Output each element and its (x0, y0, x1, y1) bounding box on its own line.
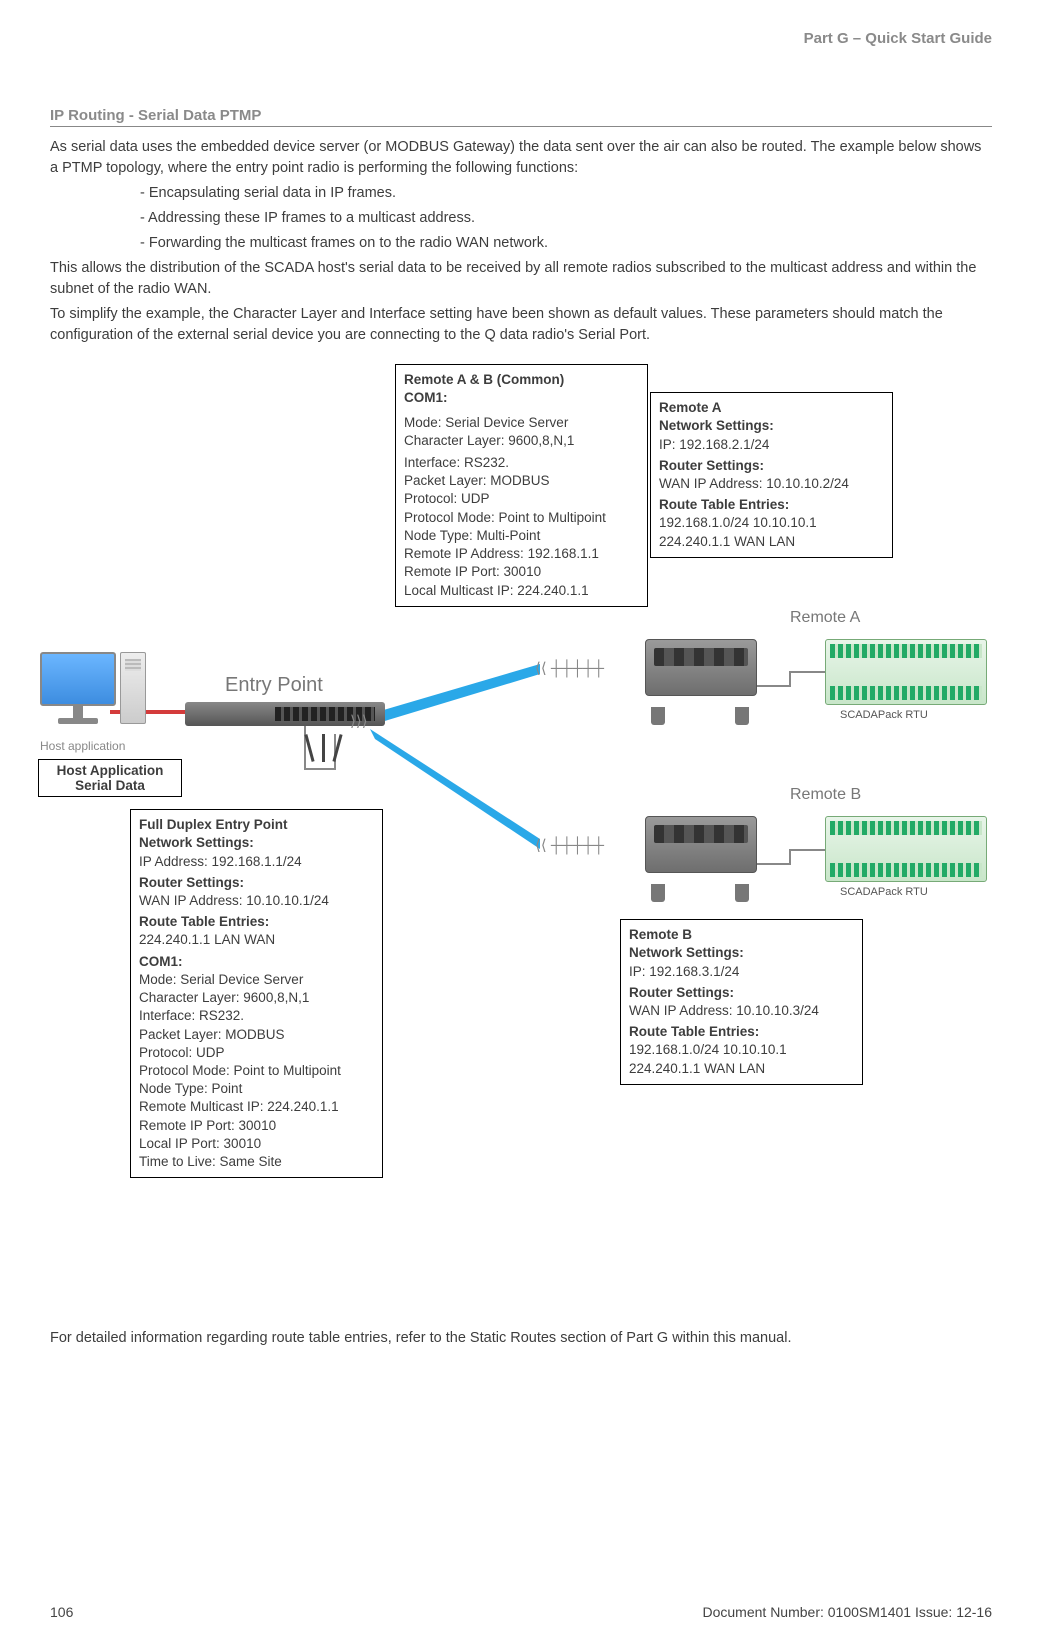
remote-b-radio-icon (645, 816, 755, 888)
common-l3: Interface: RS232. (404, 455, 509, 470)
scada-label-a: SCADAPack RTU (840, 709, 928, 721)
remoteB-ns: Network Settings: (629, 945, 744, 960)
common-com1: COM1: (404, 390, 448, 405)
remoteA-ns: Network Settings: (659, 418, 774, 433)
entry-l3: Interface: RS232. (139, 1008, 244, 1023)
remote-b-label: Remote B (790, 786, 861, 804)
remoteB-rte: Route Table Entries: (629, 1024, 759, 1039)
remoteB-r2: 224.240.1.1 WAN LAN (629, 1061, 765, 1076)
entry-point-label: Entry Point (225, 674, 323, 697)
section-title: IP Routing - Serial Data PTMP (50, 107, 992, 127)
paragraph-intro: As serial data uses the embedded device … (50, 137, 992, 179)
entry-ip: IP Address: 192.168.1.1/24 (139, 854, 302, 869)
entry-l11: Time to Live: Same Site (139, 1154, 282, 1169)
remoteA-rs: Router Settings: (659, 458, 764, 473)
host-monitor-icon (40, 652, 116, 724)
entry-ns: Network Settings: (139, 835, 254, 850)
host-label-1: Host Application (57, 763, 164, 778)
common-l7: Node Type: Multi-Point (404, 528, 540, 543)
entry-title: Full Duplex Entry Point (139, 817, 288, 832)
footer: 106 Document Number: 0100SM1401 Issue: 1… (50, 1604, 992, 1620)
bullet-1: - Encapsulating serial data in IP frames… (140, 183, 992, 204)
remoteB-wan: WAN IP Address: 10.10.10.3/24 (629, 1003, 819, 1018)
remoteA-ip: IP: 192.168.2.1/24 (659, 437, 769, 452)
entry-l8: Remote Multicast IP: 224.240.1.1 (139, 1099, 339, 1114)
bullet-2: - Addressing these IP frames to a multic… (140, 208, 992, 229)
box-remote-b: Remote B Network Settings: IP: 192.168.3… (620, 919, 863, 1085)
host-label-2: Serial Data (75, 778, 145, 793)
common-title: Remote A & B (Common) (404, 372, 564, 387)
remoteA-r1: 192.168.1.0/24 10.10.10.1 (659, 515, 817, 530)
closing-paragraph: For detailed information regarding route… (50, 1328, 992, 1349)
remoteA-title: Remote A (659, 400, 722, 415)
doc-number: Document Number: 0100SM1401 Issue: 12-16 (703, 1604, 993, 1620)
wave-icon: ⟩⟩⟩ (350, 712, 368, 730)
common-l4: Packet Layer: MODBUS (404, 473, 550, 488)
wave-icon: ⟨⟨ ┼┼┼┼┼ (535, 659, 604, 677)
entry-l7: Node Type: Point (139, 1081, 242, 1096)
entry-wan: WAN IP Address: 10.10.10.1/24 (139, 893, 329, 908)
remoteA-r2: 224.240.1.1 WAN LAN (659, 534, 795, 549)
remoteB-title: Remote B (629, 927, 692, 942)
page-number: 106 (50, 1604, 73, 1620)
remote-a-radio-icon (645, 639, 755, 711)
header-part: Part G – Quick Start Guide (50, 30, 992, 47)
rtu-b-icon (825, 816, 987, 882)
box-remote-a: Remote A Network Settings: IP: 192.168.2… (650, 392, 893, 558)
common-l10: Local Multicast IP: 224.240.1.1 (404, 583, 589, 598)
remoteB-r1: 192.168.1.0/24 10.10.10.1 (629, 1042, 787, 1057)
box-remote-common: Remote A & B (Common) COM1: Mode: Serial… (395, 364, 648, 607)
bullet-3: - Forwarding the multicast frames on to … (140, 233, 992, 254)
entry-rte: Route Table Entries: (139, 914, 269, 929)
remoteB-ip: IP: 192.168.3.1/24 (629, 964, 739, 979)
common-l1: Mode: Serial Device Server (404, 415, 568, 430)
common-l2: Character Layer: 9600,8,N,1 (404, 433, 574, 448)
paragraph-2: This allows the distribution of the SCAD… (50, 258, 992, 300)
diagram: Remote A & B (Common) COM1: Mode: Serial… (50, 364, 990, 1324)
wave-icon: ⟨⟨ ┼┼┼┼┼ (535, 836, 604, 854)
common-l5: Protocol: UDP (404, 491, 490, 506)
entry-l2: Character Layer: 9600,8,N,1 (139, 990, 309, 1005)
entry-l10: Local IP Port: 30010 (139, 1136, 261, 1151)
entry-com1: COM1: (139, 954, 183, 969)
remoteB-rs: Router Settings: (629, 985, 734, 1000)
remoteA-rte: Route Table Entries: (659, 497, 789, 512)
antenna-icon (322, 734, 325, 762)
remote-a-label: Remote A (790, 609, 860, 627)
host-app-label-box: Host Application Serial Data (38, 759, 182, 797)
paragraph-3: To simplify the example, the Character L… (50, 304, 992, 346)
common-l9: Remote IP Port: 30010 (404, 564, 541, 579)
entry-r1: 224.240.1.1 LAN WAN (139, 932, 275, 947)
host-application-text: Host application (40, 739, 125, 753)
entry-l1: Mode: Serial Device Server (139, 972, 303, 987)
box-entry-point: Full Duplex Entry Point Network Settings… (130, 809, 383, 1178)
host-tower-icon (120, 652, 146, 724)
entry-l6: Protocol Mode: Point to Multipoint (139, 1063, 341, 1078)
entry-l5: Protocol: UDP (139, 1045, 225, 1060)
remoteA-wan: WAN IP Address: 10.10.10.2/24 (659, 476, 849, 491)
entry-l4: Packet Layer: MODBUS (139, 1027, 285, 1042)
common-l6: Protocol Mode: Point to Multipoint (404, 510, 606, 525)
rtu-a-icon (825, 639, 987, 705)
common-l8: Remote IP Address: 192.168.1.1 (404, 546, 599, 561)
entry-rs: Router Settings: (139, 875, 244, 890)
scada-label-b: SCADAPack RTU (840, 886, 928, 898)
entry-l9: Remote IP Port: 30010 (139, 1118, 276, 1133)
